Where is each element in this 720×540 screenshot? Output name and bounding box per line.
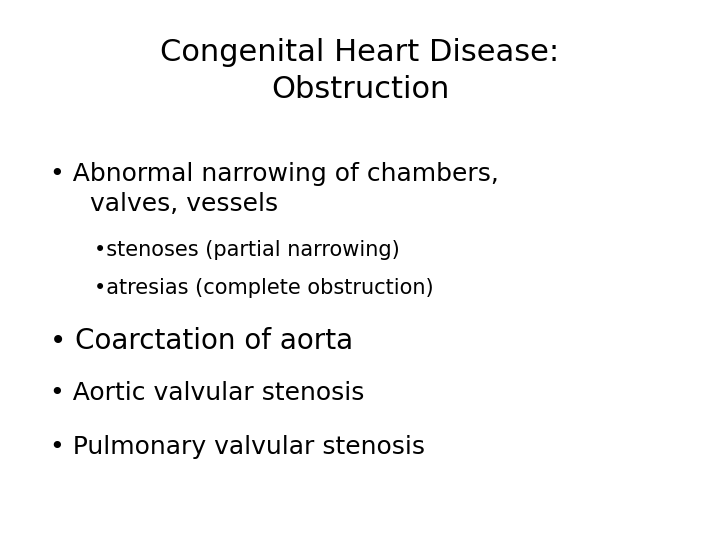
Text: •atresias (complete obstruction): •atresias (complete obstruction) (94, 278, 433, 298)
Text: • Pulmonary valvular stenosis: • Pulmonary valvular stenosis (50, 435, 426, 458)
Text: • Aortic valvular stenosis: • Aortic valvular stenosis (50, 381, 365, 404)
Text: • Abnormal narrowing of chambers,
     valves, vessels: • Abnormal narrowing of chambers, valves… (50, 162, 499, 215)
Text: •stenoses (partial narrowing): •stenoses (partial narrowing) (94, 240, 400, 260)
Text: • Coarctation of aorta: • Coarctation of aorta (50, 327, 354, 355)
Text: Congenital Heart Disease:
Obstruction: Congenital Heart Disease: Obstruction (161, 38, 559, 104)
